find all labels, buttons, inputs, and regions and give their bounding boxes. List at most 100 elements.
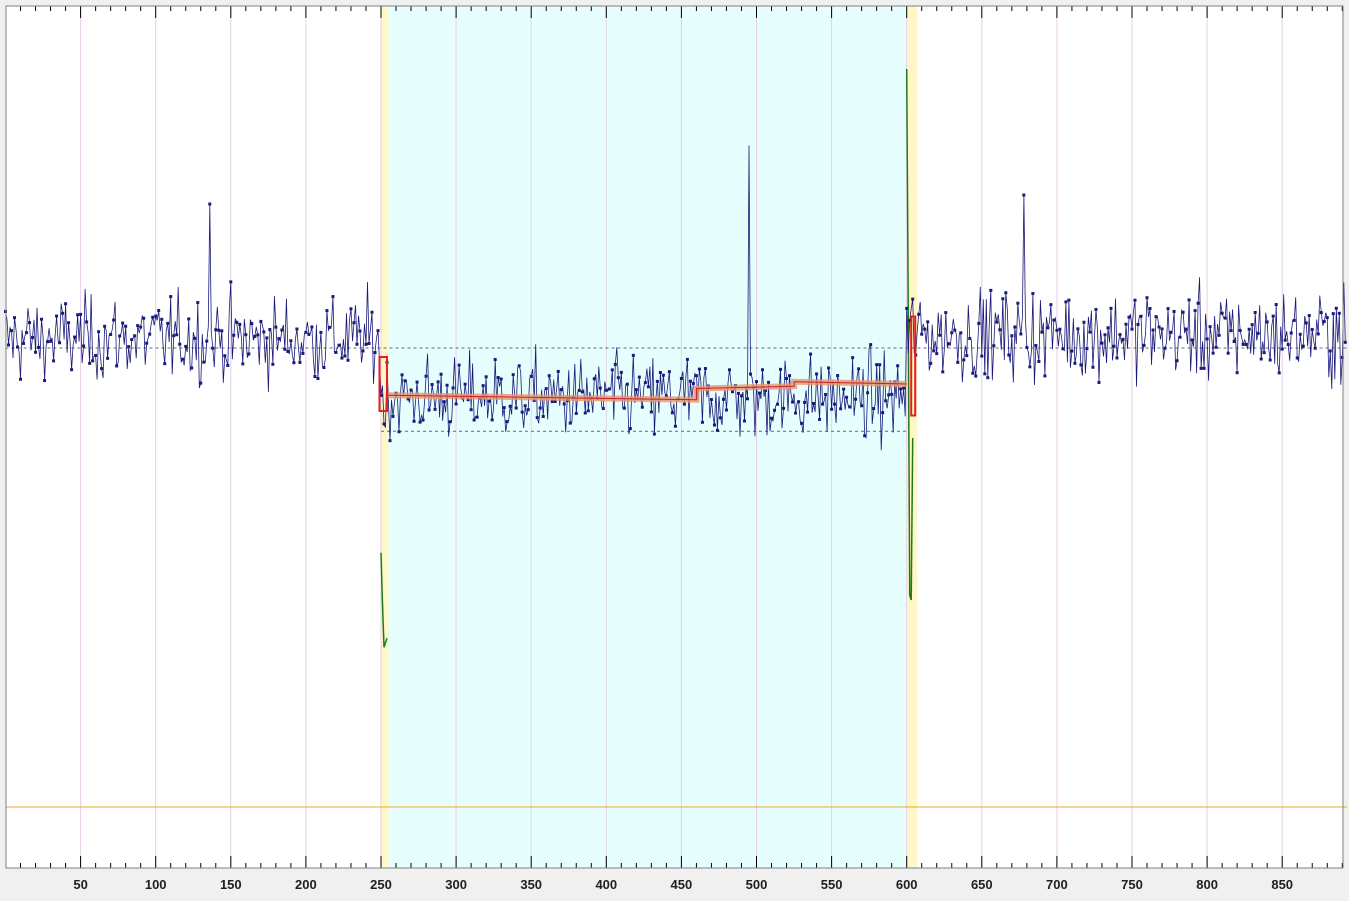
signal-point [869, 343, 873, 347]
signal-point [229, 280, 233, 284]
signal-point [151, 315, 155, 319]
signal-point [406, 397, 410, 401]
signal-point [181, 357, 185, 361]
signal-point [55, 314, 59, 318]
signal-point [247, 352, 251, 356]
signal-point [241, 362, 245, 366]
signal-point [956, 360, 960, 364]
signal-point [896, 364, 900, 368]
signal-point [1037, 359, 1041, 363]
plot-border [5, 5, 1344, 869]
signal-point [1295, 356, 1299, 360]
signal-point [755, 380, 758, 384]
signal-point [929, 361, 933, 365]
signal-point [643, 381, 647, 385]
signal-point [712, 423, 716, 427]
derivative-trace-1 [905, 68, 914, 601]
signal-point [262, 330, 266, 334]
signal-point [941, 370, 945, 374]
x-tick-label: 800 [1196, 877, 1218, 892]
signal-point [574, 411, 578, 415]
signal-point [1091, 365, 1095, 369]
signal-point [1319, 311, 1323, 315]
signal-point [133, 334, 137, 338]
signal-point [550, 400, 554, 404]
signal-point [403, 379, 407, 383]
signal-point [481, 384, 485, 388]
fitted-step-line [387, 381, 907, 401]
signal-point [1310, 327, 1314, 331]
signal-point [1175, 359, 1179, 363]
signal-point [685, 357, 689, 361]
signal-point [773, 408, 777, 412]
signal-point [349, 307, 353, 311]
signal-point [911, 297, 915, 301]
signal-point [1274, 303, 1278, 307]
signal-point [1022, 193, 1026, 197]
signal-point [1031, 292, 1035, 296]
signal-point [211, 346, 215, 350]
signal-point [163, 362, 167, 366]
signal-point [412, 419, 416, 423]
signal-point [301, 351, 305, 355]
signal-point [511, 373, 515, 377]
signal-point [721, 397, 725, 401]
signal-point [652, 432, 656, 436]
signal-point [547, 374, 551, 378]
signal-point [31, 336, 35, 340]
signal-point [427, 408, 431, 412]
signal-point [950, 331, 954, 335]
signal-point [932, 349, 936, 353]
signal-point [484, 375, 488, 379]
signal-point [1292, 318, 1296, 322]
signal-point [1223, 316, 1227, 320]
signal-point [797, 400, 801, 404]
signal-point [986, 376, 990, 380]
signal-point [454, 402, 458, 406]
signal-point [700, 420, 704, 424]
signal-point [1067, 298, 1071, 302]
signal-point [532, 398, 536, 402]
signal-point [616, 376, 620, 380]
signal-point [1208, 325, 1212, 329]
signal-point [1133, 298, 1137, 302]
signal-point [884, 399, 888, 403]
signal-point [697, 367, 701, 371]
signal-point [881, 411, 885, 415]
signal-point [1253, 310, 1257, 314]
signal-point [34, 350, 38, 354]
signal-point [824, 392, 828, 396]
signal-point [58, 341, 62, 345]
signal-point [400, 373, 404, 377]
signal-point [761, 368, 765, 372]
signal-point [1217, 333, 1221, 337]
signal-point [445, 383, 449, 387]
signal-point [61, 311, 65, 315]
signal-point [1025, 345, 1029, 349]
signal-point [466, 398, 470, 402]
signal-point [298, 360, 302, 364]
signal-point [520, 410, 524, 414]
signal-point [316, 376, 320, 380]
signal-point [938, 333, 942, 337]
x-tick-label: 200 [295, 877, 317, 892]
signal-point [130, 338, 134, 342]
signal-point [175, 333, 179, 337]
signal-point [277, 337, 281, 341]
signal-point [830, 407, 834, 411]
signal-point [857, 367, 861, 371]
signal-point [106, 356, 110, 360]
x-tick-label: 700 [1046, 877, 1068, 892]
signal-point [1034, 344, 1038, 348]
signal-point [22, 341, 26, 345]
signal-point [490, 418, 494, 422]
x-tick-label: 300 [445, 877, 467, 892]
signal-point [1181, 310, 1185, 314]
signal-point [995, 320, 999, 324]
signal-point [637, 375, 641, 379]
signal-point [1097, 380, 1101, 384]
signal-point [1265, 320, 1269, 324]
signal-point [493, 358, 497, 362]
signal-point [1301, 344, 1305, 348]
signal-point [124, 324, 128, 328]
